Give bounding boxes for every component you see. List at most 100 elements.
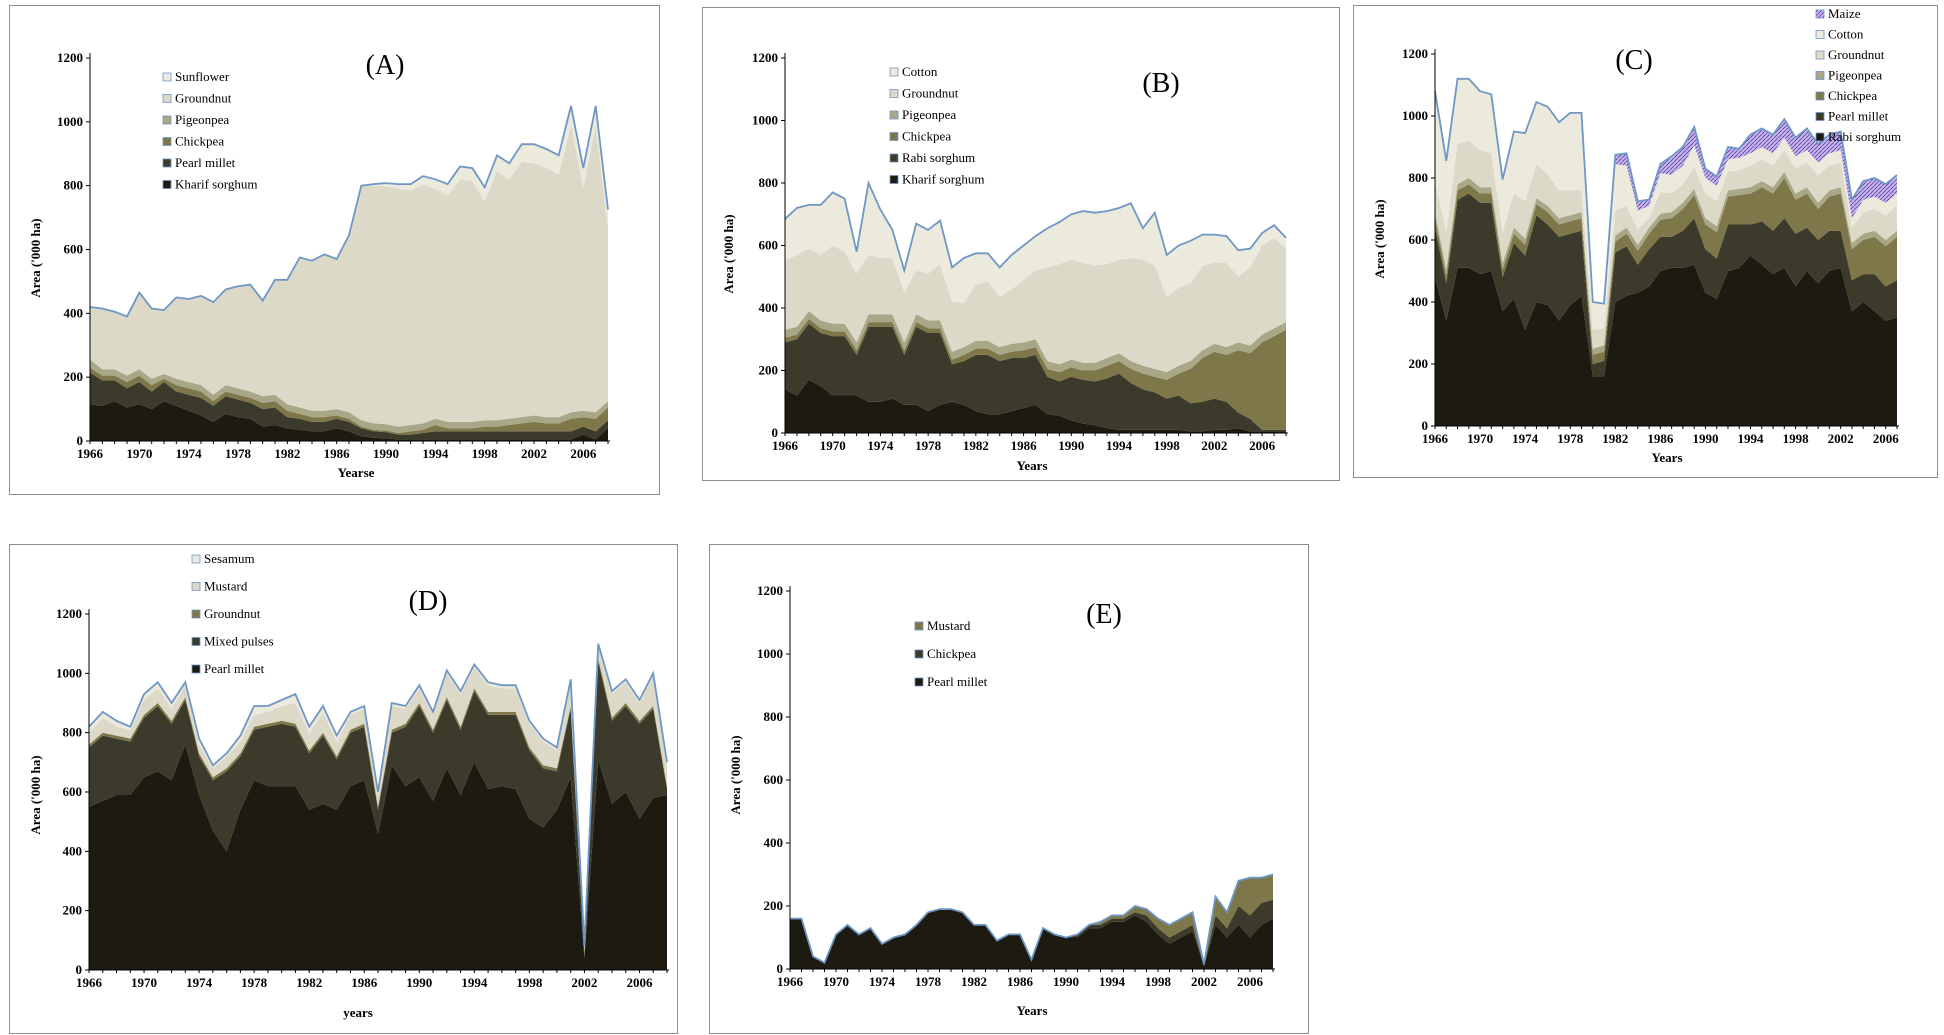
chart-b-legend-label: Rabi sorghum [902, 150, 975, 165]
chart-c-area-maize [1435, 78, 1897, 304]
chart-a-legend-label: Pearl millet [175, 155, 236, 170]
chart-b-area-groundnut [785, 237, 1286, 373]
chart-d-area-mustard [89, 646, 667, 953]
chart-b-ytick-label: 400 [759, 300, 779, 315]
chart-c-legend-swatch [1815, 71, 1825, 80]
chart-a-legend-label: Groundnut [175, 91, 232, 106]
chart-c-area-chickpea [1435, 178, 1897, 364]
chart-e-xtick-label: 2002 [1191, 974, 1217, 989]
chart-d-ytick-label: 400 [63, 843, 83, 858]
chart-d-area-groundnut [89, 658, 667, 956]
chart-c-xtick-label: 1974 [1512, 431, 1539, 446]
chart-c-xtick-label: 1990 [1692, 431, 1718, 446]
chart-c-ytick-label: 1000 [1402, 108, 1428, 123]
chart-c-ytick-label: 1200 [1402, 46, 1428, 61]
chart-a-ytick-label: 0 [77, 433, 84, 448]
chart-c-legend-swatch [1815, 132, 1825, 142]
chart-b-legend-label: Cotton [902, 64, 938, 79]
chart-a-area-kharif-sorghum [90, 401, 608, 441]
chart-a-xtick-label: 1986 [324, 446, 351, 461]
chart-e-ytick-label: 200 [764, 898, 784, 913]
chart-a-legend-swatch [162, 94, 172, 103]
chart-panel-a: 0 200 400 600 800 1000 1200 1966 1970 1974 1978 198… [9, 5, 660, 495]
chart-e-top-outline [790, 873, 1274, 965]
chart-a-xtick-label: 1974 [176, 446, 203, 461]
chart-b-area-chickpea [785, 318, 1286, 430]
chart-b-legend-swatch [889, 132, 899, 141]
chart-c-xtick-label: 1986 [1647, 431, 1674, 446]
chart-e-xtick-label: 1990 [1053, 974, 1079, 989]
chart-d-legend-label: Sesamum [204, 551, 255, 566]
chart-a-area-pearl-millet [90, 372, 608, 440]
chart-d-legend-swatch [191, 609, 201, 619]
chart-panel-e: 0 200 400 600 800 1000 1200 1966 1970 1974 1978 198… [709, 544, 1309, 1034]
chart-panel-c: 0 200 400 600 800 1000 1200 1966 1970 1974 1978 198… [1353, 5, 1938, 478]
chart-c-area-cotton [1435, 78, 1897, 330]
chart-d-ylabel: Area ('000 ha) [28, 755, 43, 834]
chart-d-xtick-label: 1998 [516, 975, 543, 990]
chart-a-legend-label: Sunflower [175, 69, 230, 84]
chart-b-xtick-label: 1986 [1011, 438, 1038, 453]
chart-c-ytick-label: 0 [1422, 418, 1429, 433]
chart-c-ytick-label: 200 [1409, 356, 1429, 371]
chart-b-xlabel: Years [1016, 458, 1047, 473]
chart-c-legend-label: Rabi sorghum [1828, 129, 1901, 144]
chart-e-xtick-label: 1966 [777, 974, 804, 989]
chart-d-xtick-label: 1978 [241, 975, 268, 990]
chart-b-xtick-label: 1974 [867, 438, 894, 453]
chart-a-legend-swatch [162, 72, 172, 82]
chart-b-area-pigeonpea [785, 311, 1286, 380]
chart-d-legend-swatch [191, 582, 201, 591]
chart-d-legend-swatch [191, 637, 201, 646]
chart-e-legend-label: Chickpea [927, 646, 976, 661]
chart-a-xtick-label: 1998 [472, 446, 499, 461]
chart-a-xtick-label: 1982 [274, 446, 300, 461]
chart-e-xtick-label: 1986 [1007, 974, 1034, 989]
chart-a-legend-label: Kharif sorghum [175, 177, 257, 192]
chart-a-legend-label: Pigeonpea [175, 112, 229, 127]
chart-c-area-pearl-millet [1435, 193, 1897, 377]
chart-d-ytick-label: 600 [63, 784, 83, 799]
chart-e-ytick-label: 1000 [757, 646, 783, 661]
chart-b-xtick-label: 1970 [820, 438, 846, 453]
chart-b-legend-label: Groundnut [902, 86, 959, 101]
chart-c-top-outline [1434, 77, 1898, 305]
chart-e-ytick-label: 0 [777, 961, 784, 976]
chart-b-ytick-label: 800 [759, 175, 779, 190]
chart-b-ytick-label: 200 [759, 363, 779, 378]
chart-c-ylabel: Area ('000 ha) [1372, 199, 1387, 278]
chart-e-ytick-label: 800 [764, 709, 784, 724]
chart-d-xtick-label: 1990 [406, 975, 432, 990]
chart-b-legend-label: Chickpea [902, 129, 951, 144]
chart-panel-d: 0 200 400 600 800 1000 1200 1966 1970 1974 1978 198… [9, 544, 678, 1034]
chart-a-plot: 0 200 400 600 800 1000 1200 1966 1970 1974 1978 198… [57, 50, 610, 461]
chart-a-xtick-label: 1978 [225, 446, 252, 461]
chart-b-ytick-label: 1200 [752, 50, 778, 65]
chart-a-ytick-label: 800 [64, 178, 84, 193]
chart-d-legend-swatch [191, 664, 201, 674]
chart-c-xtick-label: 1998 [1783, 431, 1810, 446]
chart-d-xtick-label: 1982 [296, 975, 322, 990]
chart-c-legend-swatch [1815, 112, 1825, 121]
chart-d-svg: 0 200 400 600 800 1000 1200 1966 1970 1974 1978 198… [28, 551, 669, 1020]
chart-a-legend-swatch [162, 180, 172, 189]
chart-b-legend-label: Pigeonpea [902, 107, 956, 122]
chart-c-plot: 0 200 400 600 800 1000 1200 1966 1970 1974 1978 198… [1402, 6, 1901, 446]
chart-c-legend-swatch [1815, 9, 1825, 19]
chart-d-area-pearl-millet [89, 744, 667, 970]
chart-c-area-groundnut [1435, 140, 1897, 349]
chart-a-ytick-label: 600 [64, 242, 84, 257]
chart-c-xtick-label: 1966 [1422, 431, 1449, 446]
chart-e-xtick-label: 1982 [961, 974, 987, 989]
chart-e-area-pearl-millet [790, 909, 1273, 969]
chart-d-ytick-label: 200 [63, 903, 83, 918]
chart-e-ytick-label: 600 [764, 772, 784, 787]
chart-b-xtick-label: 1982 [963, 438, 989, 453]
chart-b-title: (B) [1142, 68, 1179, 99]
chart-d-ytick-label: 800 [63, 725, 83, 740]
chart-b-legend-swatch [889, 67, 899, 77]
chart-b-xtick-label: 1978 [915, 438, 942, 453]
chart-c-legend-label: Maize [1828, 6, 1861, 21]
chart-a-area-groundnut [90, 125, 608, 427]
chart-d-top-outline [88, 643, 668, 947]
